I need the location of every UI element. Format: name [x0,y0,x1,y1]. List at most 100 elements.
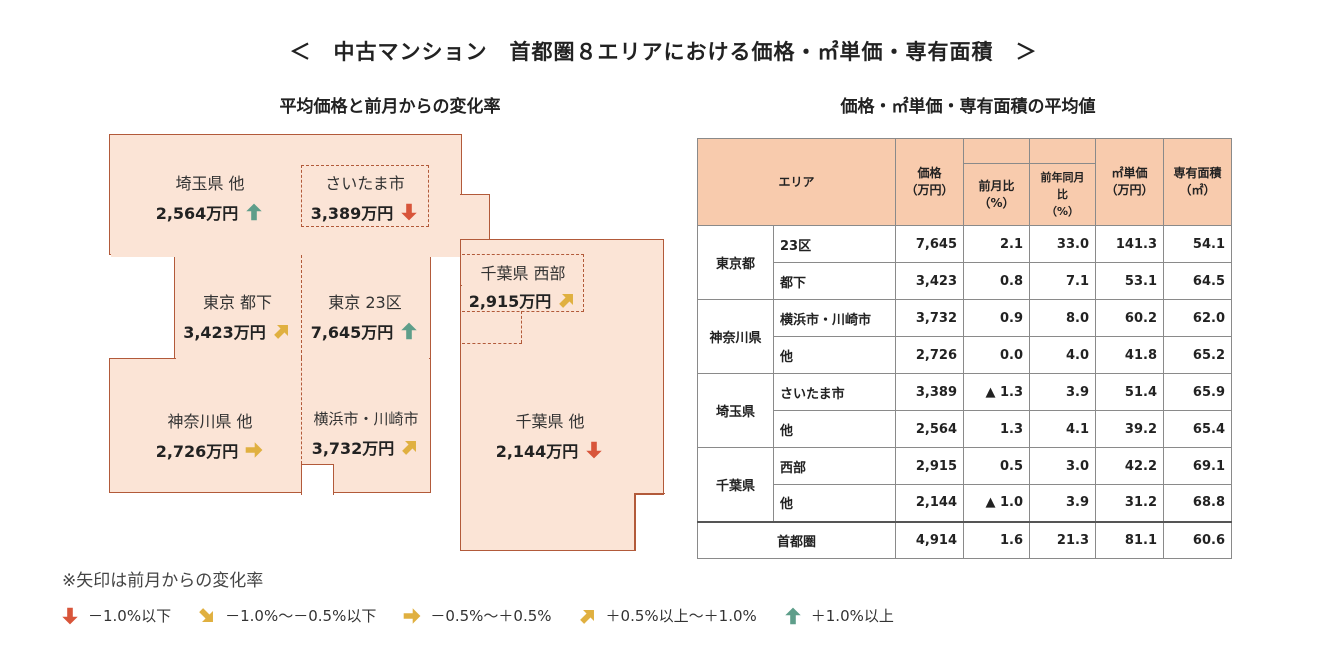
cell-mom: ▲ 1.3 [963,373,1030,411]
legend: －1.0%以下 －1.0%～－0.5%以下 －0.5%～＋0.5% ＋0.5%以上～＋… [60,605,920,626]
table-row: 他 2,726 0.0 4.0 41.8 65.2 [698,336,1232,374]
header-unit-price: ㎡単価 （万円） [1095,138,1164,226]
cell-area: 54.1 [1163,225,1232,263]
cell-yoy: 7.1 [1029,262,1096,300]
cell-area: 60.6 [1163,520,1232,559]
cell-price: 2,915 [895,447,964,485]
cell-yoy: 3.0 [1029,447,1096,485]
region-price: 2,564万円 [155,204,239,223]
cell-mom: 0.5 [963,447,1030,485]
legend-item: －1.0%～－0.5%以下 [197,605,376,626]
cell-mom: ▲ 1.0 [963,484,1030,522]
region-saitama-tab [460,194,490,241]
arrow-note: ※矢印は前月からの変化率 [62,571,264,591]
kanagawa-divider [301,358,302,464]
header-line: （万円） [905,183,954,197]
region-name: さいたま市 [325,174,405,193]
header-area: エリア [697,138,896,226]
header-blank [963,138,1030,164]
cell-unit: 60.2 [1095,299,1164,337]
legend-item: －0.5%～＋0.5% [402,605,552,626]
legend-label: －1.0%～－0.5%以下 [225,607,377,625]
map-subtitle: 平均価格と前月からの変化率 [279,97,501,117]
label-saitama-other: 埼玉県 他 2,564万円 [145,170,275,224]
legend-item: －1.0%以下 [60,605,171,626]
table-row: 千葉県 西部 2,915 0.5 3.0 42.2 69.1 [697,447,1232,522]
page-title: ＜ 中古マンション 首都圏８エリアにおける価格・㎡単価・専有面積 ＞ [289,40,1038,64]
arrow-icon [272,321,292,341]
header-line: 前年同月比 [1040,171,1085,201]
sub-area: 他 [773,410,896,448]
arrow-icon [783,606,803,626]
cell-mom: 1.3 [963,410,1030,448]
region-price: 3,732万円 [311,439,395,458]
cell-area: 62.0 [1163,299,1232,337]
saitama-city-outline [301,165,429,227]
cell-yoy: 21.3 [1029,520,1096,559]
table-row-total: 首都圏 4,914 1.6 21.3 81.1 60.6 [697,520,1232,559]
arrow-icon [244,440,264,460]
cell-area: 65.4 [1163,410,1232,448]
table-row: 都下 3,423 0.8 7.1 53.1 64.5 [698,262,1232,300]
table-row: 他 2,564 1.3 4.1 39.2 65.4 [698,410,1232,448]
data-table: エリア 価格 （万円） ㎡単価 （万円） 専有面積 （㎡） 前月比 （%） 前年同月比 （… [697,138,1232,559]
tokyo-divider [301,255,302,358]
cell-yoy: 8.0 [1029,299,1096,337]
cell-yoy: 3.9 [1029,484,1096,522]
arrow-icon [400,437,420,457]
chiba-west-outline-3 [462,343,522,344]
label-yokohama: 横浜市・川崎市 3,732万円 [301,408,431,459]
region-tokyo [174,253,431,360]
chiba-right-edge-v [634,493,635,551]
sub-area: 23区 [773,225,896,263]
region-name: 東京 都下 [202,293,273,312]
cell-mom: 0.9 [963,299,1030,337]
sub-area: 都下 [773,262,896,300]
arrow-icon [402,606,422,626]
region-chiba [460,285,636,551]
region-kanagawa [109,358,431,493]
table-row: 埼玉県 さいたま市 3,389 ▲ 1.3 3.9 51.4 65.9 [697,373,1232,448]
legend-item: ＋0.5%以上～＋1.0% [578,605,757,626]
cell-unit: 31.2 [1095,484,1164,522]
sub-area: 他 [773,336,896,374]
cell-price: 3,732 [895,299,964,337]
region-name: 横浜市・川崎市 [313,410,419,428]
cell-unit: 53.1 [1095,262,1164,300]
chiba-right-edge [634,493,665,494]
region-price: 2,915万円 [468,292,552,311]
arrow-icon [60,606,80,626]
table-row: 東京都 23区 7,645 2.1 33.0 141.3 54.1 [697,225,1232,300]
header-blank [1029,138,1096,164]
cell-price: 2,564 [895,410,964,448]
table-body: 東京都 23区 7,645 2.1 33.0 141.3 54.1 都下 3,423 0.8 7.1… [697,225,1232,559]
kanagawa-notch [301,464,334,495]
header-line: （㎡） [1179,183,1216,197]
region-price: 2,726万円 [155,442,239,461]
cell-area: 65.9 [1163,373,1232,411]
sub-area: 他 [773,484,896,522]
cell-mom: 0.0 [963,336,1030,374]
region-price: 7,645万円 [310,323,394,342]
legend-item: ＋1.0%以上 [783,605,894,626]
arrow-icon [244,202,264,222]
group-name: 東京都 [697,225,774,300]
cell-yoy: 4.1 [1029,410,1096,448]
mask [176,355,429,361]
sub-area: 西部 [773,447,896,485]
mask [111,253,460,257]
cell-unit: 42.2 [1095,447,1164,485]
cell-unit: 41.8 [1095,336,1164,374]
header-line: （%） [978,195,1015,210]
table-row: 神奈川県 横浜市・川崎市 3,732 0.9 8.0 60.2 62.0 [697,299,1232,374]
mask [635,287,663,493]
sub-area: 首都圏 [697,520,896,559]
cell-yoy: 4.0 [1029,336,1096,374]
cell-area: 65.2 [1163,336,1232,374]
region-saitama [109,134,462,255]
label-tokyo-23: 東京 23区 7,645万円 [301,289,429,343]
region-name: 東京 23区 [328,293,402,312]
cell-price: 2,726 [895,336,964,374]
cell-mom: 2.1 [963,225,1030,263]
legend-label: ＋1.0%以上 [810,607,894,625]
